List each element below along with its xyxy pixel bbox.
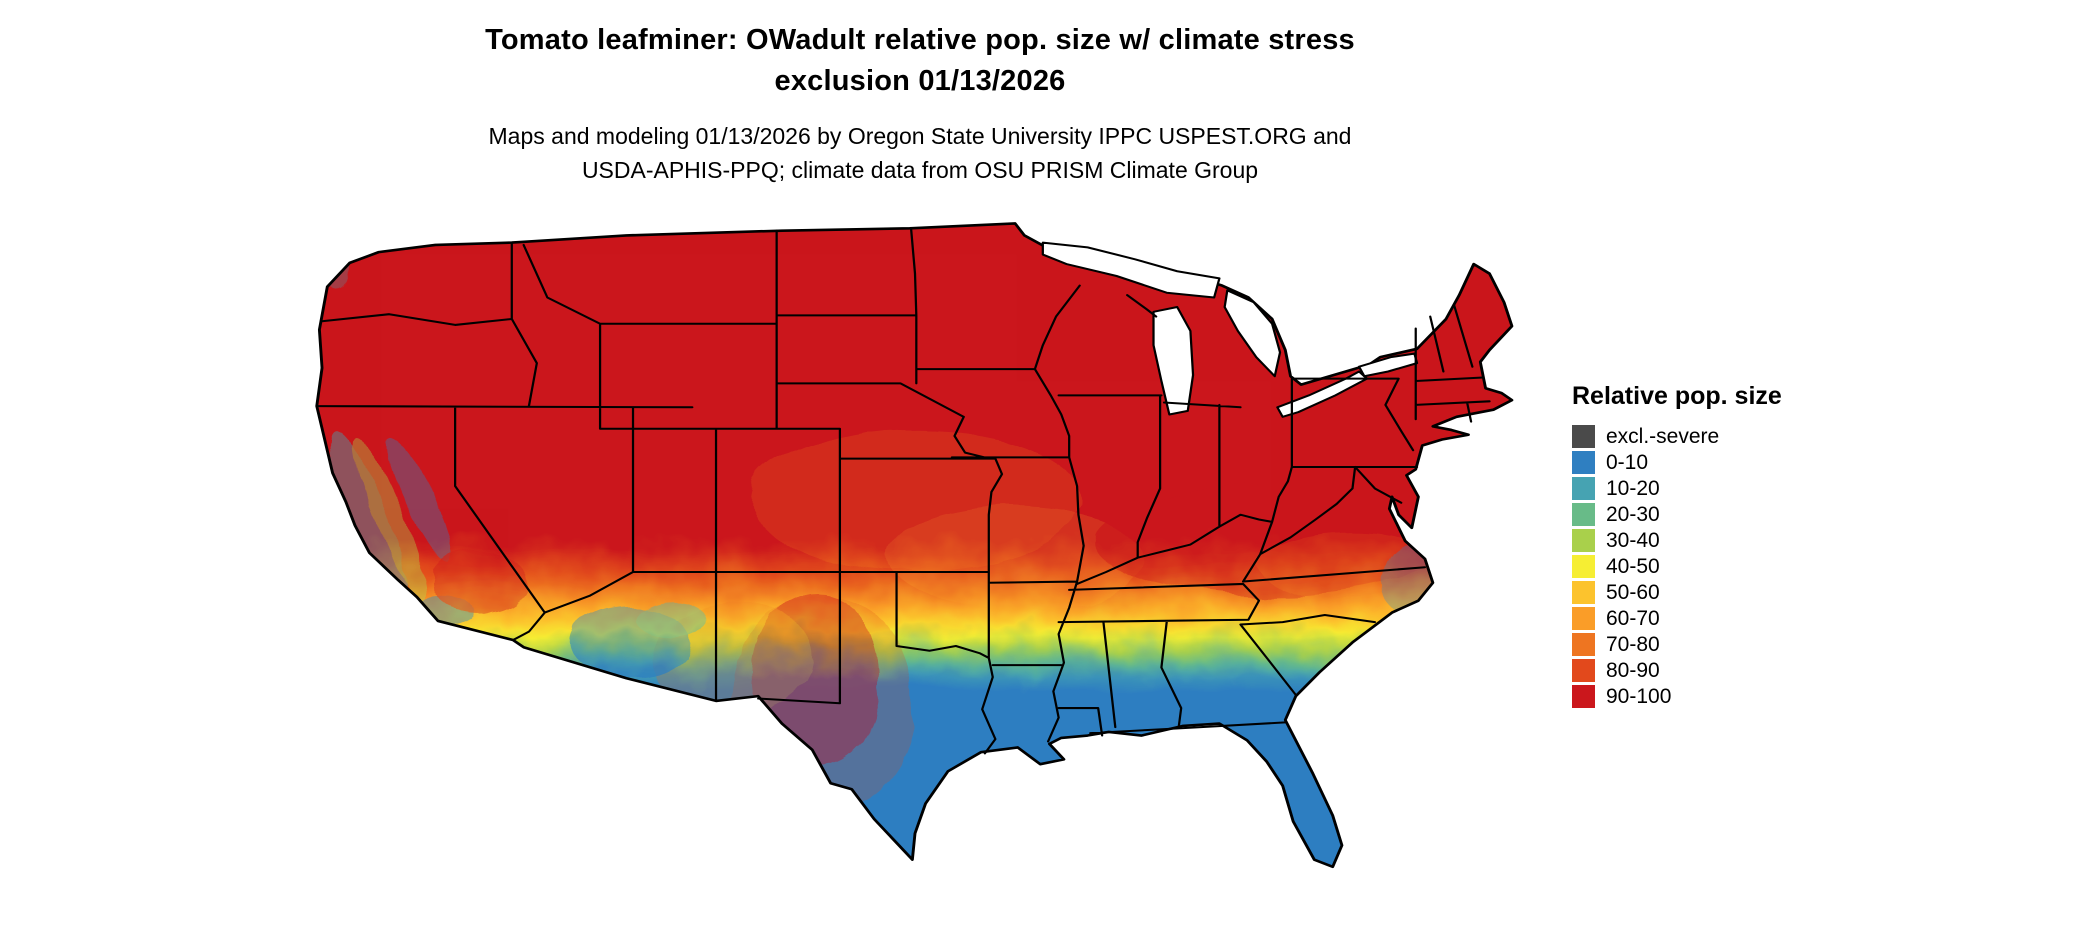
legend-label: 10-20 (1606, 476, 1660, 500)
state-borders (315, 227, 1491, 755)
legend-item: 0-10 (1572, 449, 1782, 475)
title-line-1: Tomato leafminer: OWadult relative pop. … (485, 24, 1355, 56)
legend-color-swatch (1572, 684, 1595, 708)
legend-color-swatch (1572, 658, 1595, 682)
legend-items: excl.-severe 0-10 10-20 20-30 30-40 40-50 50-6… (1572, 423, 1782, 709)
lake-ontario (1357, 352, 1419, 378)
us-map-svg (315, 222, 1514, 869)
legend-label: 0-10 (1606, 450, 1649, 474)
legend-label: 70-80 (1606, 632, 1660, 656)
us-choropleth-map (297, 202, 1562, 942)
legend-item: 40-50 (1572, 553, 1782, 579)
legend-item: 80-90 (1572, 657, 1782, 683)
legend-item: 20-30 (1572, 501, 1782, 527)
legend-label: 30-40 (1606, 528, 1660, 552)
page-title: Tomato leafminer: OWadult relative pop. … (0, 20, 1840, 102)
page-subtitle: Maps and modeling 01/13/2026 by Oregon S… (0, 119, 1840, 187)
legend-color-swatch (1572, 554, 1595, 578)
legend-label: 90-100 (1606, 684, 1672, 708)
legend-title: Relative pop. size (1572, 382, 1782, 410)
legend-color-swatch (1572, 528, 1595, 552)
legend-item: 90-100 (1572, 683, 1782, 709)
legend-item: 70-80 (1572, 631, 1782, 657)
legend-label: 50-60 (1606, 580, 1660, 604)
legend-item: 10-20 (1572, 475, 1782, 501)
legend-label: excl.-severe (1606, 424, 1720, 448)
legend-item: 60-70 (1572, 605, 1782, 631)
title-line-2: exclusion 01/13/2026 (774, 65, 1066, 97)
legend-item: 30-40 (1572, 527, 1782, 553)
legend-color-swatch (1572, 580, 1595, 604)
legend-color-swatch (1572, 606, 1595, 630)
national-outline (315, 222, 1514, 869)
lake-superior (1041, 241, 1221, 299)
legend-item: 50-60 (1572, 579, 1782, 605)
legend-label: 20-30 (1606, 502, 1660, 526)
legend-color-swatch (1572, 476, 1595, 500)
legend-color-swatch (1572, 424, 1595, 448)
legend-color-swatch (1572, 502, 1595, 526)
subtitle-line-2: USDA-APHIS-PPQ; climate data from OSU PR… (581, 157, 1259, 183)
legend-label: 80-90 (1606, 658, 1660, 682)
legend-label: 40-50 (1606, 554, 1660, 578)
great-lakes (1041, 241, 1419, 418)
legend-color-swatch (1572, 450, 1595, 474)
subtitle-line-1: Maps and modeling 01/13/2026 by Oregon S… (488, 123, 1352, 149)
legend-label: 60-70 (1606, 606, 1660, 630)
lake-michigan (1152, 306, 1195, 416)
legend-color-swatch (1572, 632, 1595, 656)
lake-huron (1223, 289, 1282, 378)
legend-item: excl.-severe (1572, 423, 1782, 449)
legend: Relative pop. size excl.-severe 0-10 10-20… (1572, 382, 1782, 709)
